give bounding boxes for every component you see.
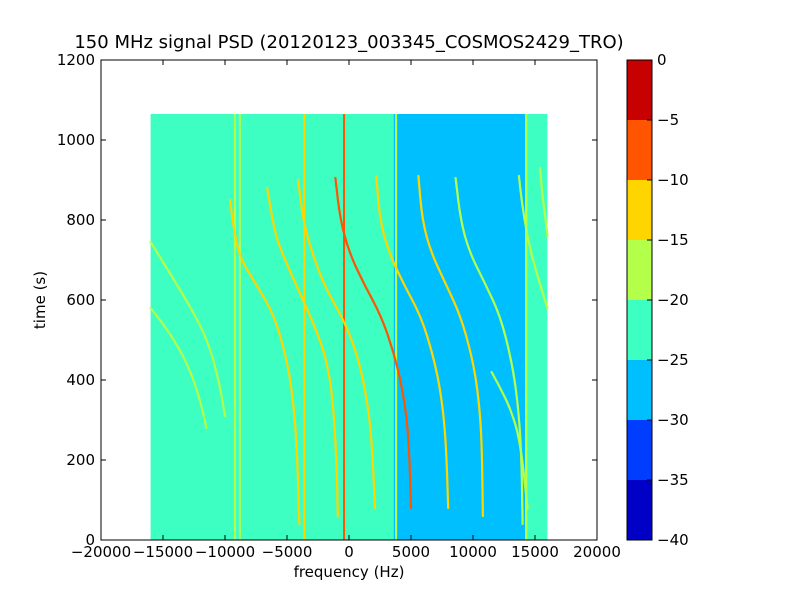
colorbar-band — [627, 120, 652, 180]
doppler-track-3 — [266, 186, 339, 518]
doppler-track-2 — [228, 198, 301, 526]
y-tick-label: 600 — [66, 291, 95, 309]
colorbar-band — [627, 240, 652, 300]
colorbar-tick-label: −15 — [657, 231, 689, 249]
x-tick-label: 5000 — [392, 543, 430, 561]
x-tick-label: 20000 — [573, 543, 621, 561]
y-tick-label: 1000 — [57, 131, 95, 149]
colorbar-tick-label: 0 — [657, 51, 667, 69]
heatmap-region-1 — [393, 114, 526, 540]
colorbar-band — [627, 420, 652, 480]
colorbar-band — [627, 480, 652, 540]
doppler-track-0 — [149, 240, 227, 418]
y-tick-label: 800 — [66, 211, 95, 229]
x-axis-ticks: −20000 −15000 −10000 −5000 0 5000 10000 15000 20… — [71, 60, 621, 561]
x-tick-label: −5000 — [262, 543, 313, 561]
colorbar-tick-label: −20 — [657, 291, 689, 309]
y-tick-label: 400 — [66, 371, 95, 389]
colorbar-band — [627, 60, 652, 120]
heatmap-region-0 — [150, 114, 394, 540]
doppler-track-8 — [454, 176, 524, 526]
doppler-track-6 — [375, 174, 450, 510]
colorbar-tick-label: −30 — [657, 411, 689, 429]
y-axis-label: time (s) — [31, 271, 49, 329]
colorbar-tick-label: −5 — [657, 111, 679, 129]
doppler-track-1 — [149, 306, 208, 430]
doppler-track-4 — [297, 178, 377, 510]
y-tick-label: 1200 — [57, 51, 95, 69]
x-tick-label: −10000 — [195, 543, 255, 561]
doppler-track-11 — [538, 166, 549, 238]
colorbar-tick-label: −25 — [657, 351, 689, 369]
doppler-track-9 — [490, 370, 529, 510]
y-tick-label: 200 — [66, 451, 95, 469]
x-tick-label: 10000 — [449, 543, 497, 561]
doppler-track-10 — [517, 174, 549, 310]
colorbar-tick-label: −40 — [657, 531, 689, 549]
colorbar-band — [627, 300, 652, 360]
x-tick-label: 15000 — [511, 543, 559, 561]
x-tick-label: 0 — [344, 543, 354, 561]
colorbar-tick-label: −10 — [657, 171, 689, 189]
y-axis-ticks: 0 200 400 600 800 1000 1200 — [57, 51, 597, 549]
x-tick-label: −15000 — [133, 543, 193, 561]
heatmap-region-2 — [525, 114, 548, 540]
colorbar-band — [627, 360, 652, 420]
y-tick-label: 0 — [85, 531, 95, 549]
x-tick-label: −20000 — [71, 543, 131, 561]
colorbar-tick-label: −35 — [657, 471, 689, 489]
x-axis-label: frequency (Hz) — [294, 563, 405, 581]
chart-title: 150 MHz signal PSD (20120123_003345_COSM… — [74, 32, 623, 53]
heatmap-layer — [149, 114, 549, 540]
doppler-track-5 — [334, 176, 413, 510]
colorbar-band — [627, 180, 652, 240]
colorbar: −40 −35 −30 −25 −20 −15 −10 −5 0 — [626, 51, 689, 549]
doppler-track-7 — [417, 174, 484, 518]
